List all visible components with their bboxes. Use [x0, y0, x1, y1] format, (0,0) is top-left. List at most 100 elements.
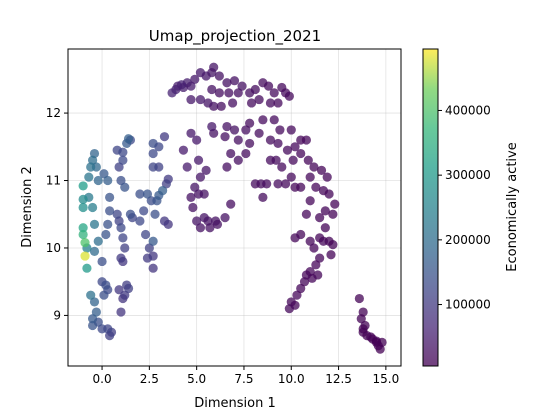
scatter-point: [112, 209, 122, 219]
y-tick-label: 10: [46, 241, 61, 255]
scatter-point: [116, 175, 126, 186]
scatter-point: [275, 125, 285, 135]
scatter-point: [78, 223, 88, 233]
scatter-point: [241, 125, 251, 135]
scatter-point: [142, 253, 153, 263]
scatter-point: [301, 209, 311, 219]
scatter-point: [188, 202, 198, 213]
scatter-point: [282, 145, 293, 155]
scatter-point: [305, 236, 315, 246]
colorbar-frame: [422, 48, 439, 367]
scatter-point: [290, 142, 300, 152]
scatter-point: [192, 216, 202, 226]
scatter-point: [311, 260, 321, 270]
scatter-point: [316, 165, 327, 176]
scatter-point: [360, 320, 370, 331]
scatter-point: [186, 128, 196, 138]
scatter-point: [150, 209, 160, 219]
scatter-point: [78, 181, 88, 191]
scatter-point: [116, 253, 126, 263]
scatter-point: [258, 115, 268, 125]
scatter-point: [226, 199, 236, 209]
x-tick-label: 0.0: [93, 372, 112, 386]
y-tick-label: 9: [53, 308, 61, 322]
scatter-point: [222, 121, 232, 132]
scatter-point: [118, 155, 128, 165]
scatter-point: [222, 78, 232, 88]
scatter-point: [116, 307, 126, 317]
scatter-point: [315, 253, 325, 263]
scatter-point: [220, 213, 230, 223]
scatter-point: [89, 246, 100, 256]
scatter-point: [324, 189, 334, 199]
scatter-point: [99, 290, 109, 300]
scatter-point: [103, 219, 113, 229]
colorbar-ticks: 100000 200000 300000 400000: [438, 103, 491, 312]
scatter-point: [273, 98, 283, 108]
scatter-point: [307, 273, 317, 283]
x-tick-label: 2.5: [140, 372, 159, 386]
scatter-point: [148, 162, 158, 172]
scatter-point: [315, 233, 325, 243]
scatter-point: [178, 145, 189, 155]
scatter-point: [245, 88, 255, 98]
scatter-point: [148, 148, 158, 159]
scatter-point: [299, 277, 310, 287]
scatter-point: [199, 189, 209, 199]
scatter-point: [89, 297, 100, 307]
scatter-point: [224, 88, 234, 98]
scatter-point: [315, 213, 325, 223]
scatter-point: [139, 206, 149, 216]
scatter-point: [301, 135, 311, 145]
scatter-point: [296, 283, 306, 294]
scatter-point: [241, 148, 251, 159]
scatter-point: [290, 182, 300, 192]
scatter-point: [362, 331, 372, 341]
scatter-point: [269, 88, 279, 98]
x-tick-label: 12.5: [325, 372, 352, 386]
scatter-point: [114, 162, 124, 172]
scatter-point: [237, 81, 247, 91]
scatter-point: [91, 307, 101, 317]
scatter-point: [93, 236, 103, 246]
colorbar-tick-label: 200000: [445, 233, 491, 247]
scatter-point: [159, 132, 170, 142]
scatter-point: [201, 71, 211, 81]
x-tick-label: 5.0: [187, 372, 206, 386]
scatter-point: [273, 179, 283, 189]
scatter-point: [161, 179, 171, 189]
scatter-point: [201, 165, 211, 176]
scatter-point: [80, 251, 90, 261]
scatter-point: [305, 196, 315, 206]
scatter-point: [207, 121, 217, 132]
scatter-point: [245, 118, 255, 128]
scatter-point: [246, 98, 257, 108]
scatter-point: [254, 128, 264, 138]
scatter-point: [214, 71, 224, 81]
scatter-point: [265, 155, 276, 165]
scatter-point: [228, 98, 238, 108]
scatter-point: [125, 209, 136, 219]
scatter-point: [216, 101, 226, 111]
scatter-point: [303, 155, 313, 165]
scatter-point: [86, 162, 96, 172]
scatter-point: [93, 175, 103, 186]
grid-lines: [68, 49, 401, 366]
scatter-point: [135, 216, 145, 226]
scatter-point: [328, 239, 338, 250]
scatter-point: [97, 256, 107, 267]
scatter-point: [277, 162, 287, 172]
scatter-point: [140, 229, 151, 240]
scatter-point: [233, 88, 243, 98]
scatter-point: [286, 125, 296, 135]
scatter-point: [284, 91, 294, 101]
plot-frame: [67, 48, 402, 367]
scatter-point: [245, 138, 255, 149]
scatter-point: [356, 314, 366, 324]
scatter-point: [87, 320, 98, 331]
x-tick-label: 10.0: [278, 372, 305, 386]
scatter-point: [186, 192, 196, 202]
scatter-point: [265, 98, 276, 108]
scatter-point: [296, 148, 306, 159]
scatter-point: [176, 80, 187, 90]
